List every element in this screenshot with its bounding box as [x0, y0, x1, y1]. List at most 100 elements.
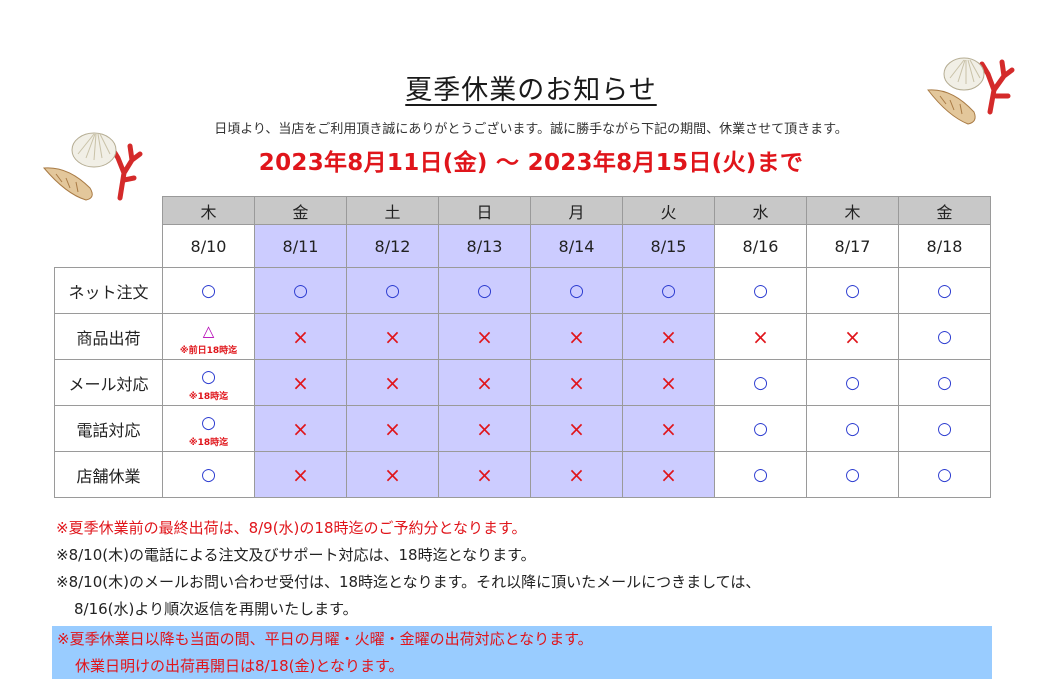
- open-mark: ○: [753, 280, 768, 301]
- closed-mark: ×: [752, 324, 769, 349]
- open-mark: ○: [937, 372, 952, 393]
- status-cell: ×: [530, 451, 623, 498]
- open-mark: ○: [845, 418, 860, 439]
- closed-mark: ×: [660, 324, 677, 349]
- open-mark: ○: [937, 418, 952, 439]
- closed-mark: ×: [476, 416, 493, 441]
- status-cell: ○: [898, 405, 991, 452]
- note-last-shipment: ※夏季休業前の最終出荷は、8/9(水)の18時迄のご予約分となります。: [56, 519, 527, 537]
- weekday-header: 金: [254, 196, 347, 225]
- status-cell: ○: [898, 313, 991, 360]
- open-mark: ○: [845, 464, 860, 485]
- service-row: ネット注文 ○ ○ ○ ○ ○ ○ ○ ○ ○: [54, 267, 991, 314]
- open-mark: ○: [937, 326, 952, 347]
- status-cell: ○: [806, 405, 899, 452]
- weekday-header: 月: [530, 196, 623, 225]
- date-cell: 8/16: [714, 224, 807, 268]
- status-cell: ○: [254, 267, 347, 314]
- status-cell: ×: [346, 405, 439, 452]
- status-cell: ○: [162, 451, 255, 498]
- open-mark: ○: [201, 280, 216, 301]
- date-cell: 8/18: [898, 224, 991, 268]
- status-cell: ○: [346, 267, 439, 314]
- open-mark: ○: [937, 464, 952, 485]
- status-cell: ×: [438, 359, 531, 406]
- closed-mark: ×: [476, 462, 493, 487]
- closed-mark: ×: [476, 324, 493, 349]
- closed-mark: ×: [844, 324, 861, 349]
- status-cell: ○: [714, 451, 807, 498]
- date-cell: 8/11: [254, 224, 347, 268]
- service-row: 電話対応 ○ ※18時迄 × × × × × ○ ○ ○: [54, 405, 991, 452]
- closed-mark: ×: [660, 370, 677, 395]
- conch-shell-icon: [927, 89, 976, 125]
- service-row: 店舗休業 ○ × × × × × ○ ○ ○: [54, 451, 991, 498]
- time-limit-note: ※前日18時迄: [179, 346, 238, 356]
- closed-mark: ×: [292, 462, 309, 487]
- service-row: メール対応 ○ ※18時迄 × × × × × ○ ○ ○: [54, 359, 991, 406]
- closed-mark: ×: [476, 370, 493, 395]
- weekday-header: 木: [806, 196, 899, 225]
- open-mark: ○: [753, 464, 768, 485]
- service-row: 商品出荷 △ ※前日18時迄 × × × × × × × ○: [54, 313, 991, 360]
- service-label: 店舗休業: [54, 451, 163, 498]
- weekday-header: 火: [622, 196, 715, 225]
- status-cell: ×: [714, 313, 807, 360]
- open-mark: ○: [845, 372, 860, 393]
- open-mark: ○: [661, 280, 676, 301]
- status-cell: ×: [530, 405, 623, 452]
- shipping-restart-note: 休業日明けの出荷再開日は8/18(金)となります。: [75, 657, 404, 675]
- status-cell: ○: [714, 405, 807, 452]
- status-cell: ×: [622, 359, 715, 406]
- status-cell: ×: [530, 313, 623, 360]
- weekday-header: 木: [162, 196, 255, 225]
- date-cell: 8/15: [622, 224, 715, 268]
- scallop-shell-icon: [71, 132, 117, 168]
- status-cell: ○: [806, 267, 899, 314]
- status-cell: ○: [806, 451, 899, 498]
- time-limit-note: ※18時迄: [188, 438, 229, 448]
- status-cell: ×: [806, 313, 899, 360]
- service-label: メール対応: [54, 359, 163, 406]
- note-email-resume: 8/16(水)より順次返信を再開いたします。: [74, 600, 358, 618]
- closed-mark: ×: [568, 416, 585, 441]
- status-cell: ×: [438, 405, 531, 452]
- note-phone-support: ※8/10(木)の電話による注文及びサポート対応は、18時迄となります。: [56, 546, 536, 564]
- closed-mark: ×: [568, 370, 585, 395]
- note-email-support: ※8/10(木)のメールお問い合わせ受付は、18時迄となります。それ以降に頂いた…: [56, 573, 761, 591]
- closed-mark: ×: [292, 370, 309, 395]
- status-cell: ×: [254, 405, 347, 452]
- notes-section: ※夏季休業前の最終出荷は、8/9(水)の18時迄のご予約分となります。 ※8/1…: [56, 515, 996, 623]
- open-mark: ○: [753, 418, 768, 439]
- seashell-decoration-right: [927, 57, 1015, 125]
- status-cell: ○: [898, 267, 991, 314]
- date-cell: 8/17: [806, 224, 899, 268]
- status-cell: ×: [346, 451, 439, 498]
- closed-mark: ×: [384, 462, 401, 487]
- status-cell: ×: [438, 451, 531, 498]
- status-cell: △ ※前日18時迄: [162, 313, 255, 360]
- date-cell: 8/12: [346, 224, 439, 268]
- status-cell: ○: [438, 267, 531, 314]
- limited-mark: △: [202, 322, 215, 340]
- time-limit-note: ※18時迄: [188, 392, 229, 402]
- open-mark: ○: [845, 280, 860, 301]
- open-mark: ○: [569, 280, 584, 301]
- date-row: 8/10 8/11 8/12 8/13 8/14 8/15 8/16 8/17 8/18: [55, 224, 991, 268]
- status-cell: ×: [622, 313, 715, 360]
- open-mark: ○: [477, 280, 492, 301]
- closed-mark: ×: [384, 370, 401, 395]
- status-cell: ○ ※18時迄: [162, 359, 255, 406]
- status-cell: ×: [622, 451, 715, 498]
- shipping-notice: ※夏季休業日以降も当面の間、平日の月曜・火曜・金曜の出荷対応となります。 休業日…: [57, 626, 593, 680]
- closed-mark: ×: [568, 324, 585, 349]
- status-cell: ○: [162, 267, 255, 314]
- status-cell: ○ ※18時迄: [162, 405, 255, 452]
- coral-icon: [979, 59, 1015, 115]
- status-cell: ×: [346, 359, 439, 406]
- status-cell: ○: [898, 451, 991, 498]
- open-mark: ○: [201, 464, 216, 485]
- date-cell: 8/13: [438, 224, 531, 268]
- service-label: 商品出荷: [54, 313, 163, 360]
- status-cell: ○: [806, 359, 899, 406]
